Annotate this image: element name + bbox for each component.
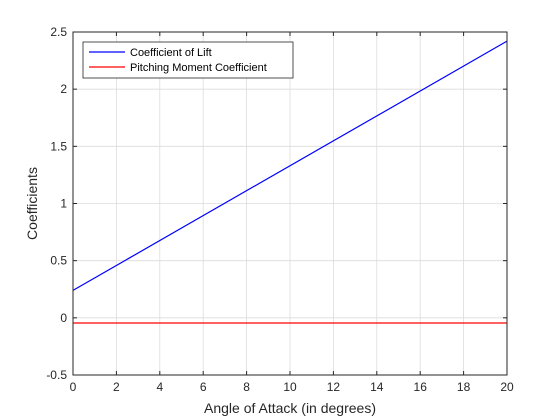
x-tick-label: 2 (113, 380, 120, 394)
legend-label-1: Coefficient of Lift (130, 47, 212, 59)
legend-label-2: Pitching Moment Coefficient (130, 62, 267, 74)
x-tick-label: 12 (327, 380, 341, 394)
y-tick-label: 0.5 (50, 254, 67, 268)
y-axis-label: Coefficients (24, 167, 40, 240)
series-line-1 (72, 40, 508, 291)
ticks: 0 2 4 6 8 10 12 14 16 18 20-0.500.511.522.5 (46, 25, 514, 394)
x-tick-label: 0 (70, 380, 77, 394)
legend: Coefficient of Lift Pitching Moment Coeff… (82, 41, 294, 79)
series-lines (72, 40, 508, 324)
x-tick-label: 16 (414, 380, 428, 394)
x-tick-label: 20 (500, 380, 514, 394)
y-tick-label: 2 (60, 82, 67, 96)
x-tick-label: 10 (283, 380, 297, 394)
x-tick-label: 18 (457, 380, 471, 394)
y-tick-label: 1 (60, 197, 67, 211)
y-tick-label: 2.5 (50, 25, 67, 39)
x-tick-label: 4 (156, 380, 163, 394)
y-tick-label: 1.5 (50, 139, 67, 153)
x-tick-label: 6 (200, 380, 207, 394)
x-tick-label: 8 (243, 380, 250, 394)
x-tick-label: 14 (370, 380, 384, 394)
y-tick-label: -0.5 (46, 368, 67, 382)
legend-box (82, 41, 294, 79)
y-tick-label: 0 (60, 311, 67, 325)
x-axis-label: Angle of Attack (in degrees) (204, 400, 376, 416)
